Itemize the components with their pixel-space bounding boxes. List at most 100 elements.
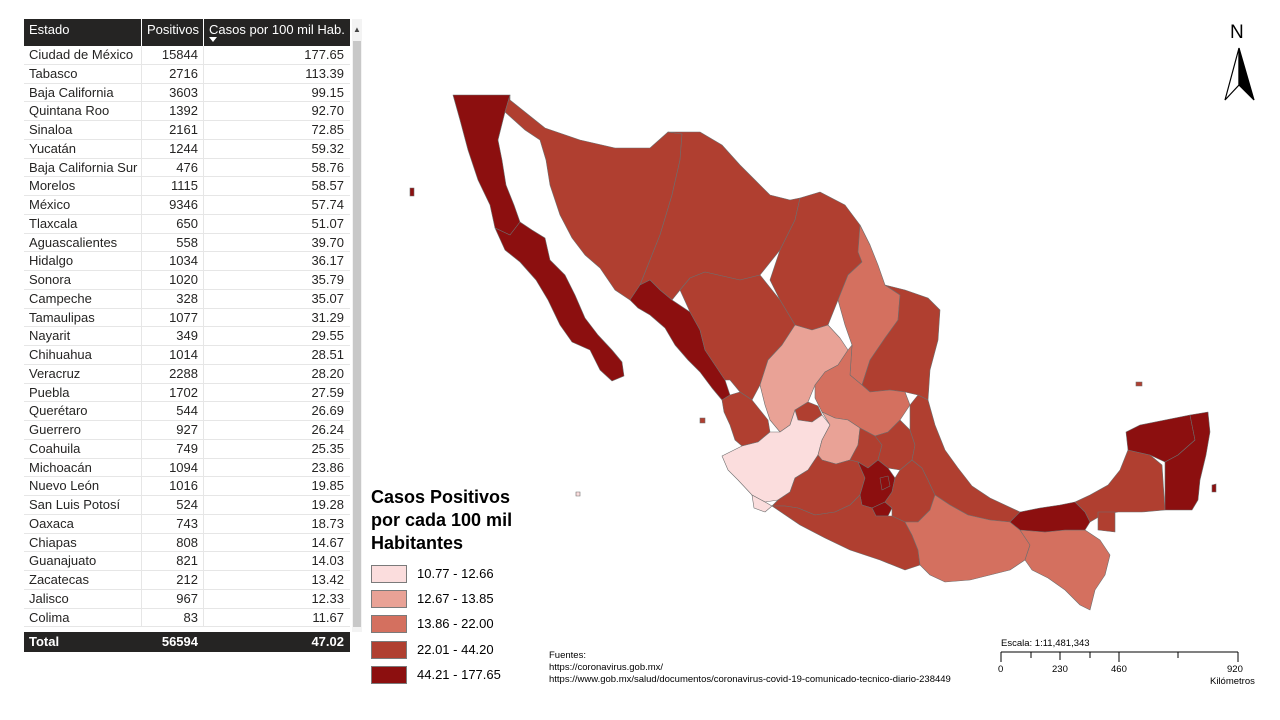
table-row[interactable]: Campeche 328 35.07 [24, 289, 350, 309]
table-row[interactable]: Sinaloa 2161 72.85 [24, 121, 350, 140]
column-divider [141, 177, 142, 195]
sort-descending-icon[interactable] [209, 37, 217, 42]
table-row[interactable]: Puebla 1702 27.59 [24, 383, 350, 403]
table-row[interactable]: Querétaro 544 26.69 [24, 402, 350, 421]
table-row[interactable]: Coahuila 749 25.35 [24, 439, 350, 459]
state-ciudad-de-mexico[interactable] [879, 475, 891, 491]
chevron-up-icon[interactable]: ▲ [353, 25, 361, 34]
positives-cell: 1016 [169, 478, 198, 494]
column-divider [203, 533, 204, 552]
rate-cell: 26.24 [311, 422, 344, 437]
table-row[interactable]: Chihuahua 1014 28.51 [24, 346, 350, 365]
table-row[interactable]: Sonora 1020 35.79 [24, 271, 350, 290]
column-header-positives[interactable]: Positivos [142, 19, 204, 46]
state-tabasco[interactable] [1009, 501, 1091, 533]
state-campeche-coast[interactable] [1097, 511, 1116, 533]
legend-label: 13.86 - 22.00 [417, 616, 494, 631]
island-marias [699, 417, 706, 424]
state-cell: Guanajuato [29, 553, 97, 569]
rate-cell: 11.67 [312, 609, 344, 625]
column-divider [203, 346, 204, 364]
legend-title-line: Habitantes [371, 533, 464, 553]
source-link[interactable]: https://coronavirus.gob.mx/ [549, 662, 664, 673]
table-row[interactable]: San Luis Potosí 524 19.28 [24, 496, 350, 515]
state-sinaloa[interactable] [629, 279, 731, 401]
table-row[interactable]: Veracruz 2288 28.20 [24, 364, 350, 384]
positives-cell: 1702 [169, 384, 198, 400]
column-divider [203, 121, 204, 139]
table-row[interactable]: Nayarit 349 29.55 [24, 327, 350, 346]
rate-cell: 99.15 [311, 84, 344, 100]
column-header-state[interactable]: Estado [24, 19, 141, 46]
table-row[interactable]: México 9346 57.74 [24, 196, 350, 215]
rate-cell: 39.70 [311, 234, 344, 250]
table-total-row: Total 56594 47.02 [24, 632, 350, 652]
column-divider [203, 289, 204, 308]
state-campeche[interactable] [1074, 449, 1166, 523]
legend-title: Casos Positivos por cada 100 mil Habitan… [371, 486, 561, 555]
state-cell: Oaxaca [29, 515, 74, 531]
rate-cell: 25.35 [311, 440, 344, 456]
table-row[interactable]: Baja California 3603 99.15 [24, 83, 350, 103]
table-row[interactable]: Aguascalientes 558 39.70 [24, 233, 350, 253]
table-row[interactable]: Baja California Sur 476 58.76 [24, 158, 350, 178]
state-chiapas[interactable] [1019, 529, 1111, 611]
table-scrollbar[interactable]: ▲ [352, 19, 362, 632]
column-divider [203, 327, 204, 345]
table-row[interactable]: Yucatán 1244 59.32 [24, 139, 350, 159]
table-row[interactable]: Oaxaca 743 18.73 [24, 514, 350, 534]
rate-cell: 19.28 [311, 497, 344, 512]
state-baja-california-sur[interactable] [494, 221, 625, 382]
rate-cell: 12.33 [311, 590, 344, 606]
scale-tick-label: 230 [1052, 664, 1068, 675]
column-divider [203, 458, 204, 477]
state-guerrero[interactable] [771, 494, 921, 571]
column-divider [141, 477, 142, 495]
table-row[interactable]: Tabasco 2716 113.39 [24, 64, 350, 84]
rate-cell: 28.20 [311, 365, 344, 381]
positives-cell: 3603 [169, 84, 198, 100]
table-row[interactable]: Michoacán 1094 23.86 [24, 458, 350, 478]
source-link[interactable]: https://www.gob.mx/salud/documentos/coro… [549, 674, 951, 685]
header-divider [141, 19, 142, 46]
table-row[interactable]: Guanajuato 821 14.03 [24, 552, 350, 571]
table-row[interactable]: Colima 83 11.67 [24, 608, 350, 628]
rate-cell: 14.03 [311, 553, 344, 569]
table-row[interactable]: Jalisco 967 12.33 [24, 589, 350, 609]
total-label: Total [29, 634, 60, 649]
table-row[interactable]: Nuevo León 1016 19.85 [24, 477, 350, 496]
table-row[interactable]: Tlaxcala 650 51.07 [24, 214, 350, 234]
column-divider [203, 571, 204, 589]
scrollbar-thumb[interactable] [353, 41, 361, 627]
state-cell: Jalisco [29, 590, 69, 606]
state-cell: Chihuahua [29, 347, 92, 362]
state-cell: Yucatán [29, 140, 76, 156]
positives-cell: 650 [176, 215, 198, 231]
column-divider [141, 233, 142, 252]
state-coahuila[interactable] [769, 191, 871, 331]
column-divider [141, 402, 142, 420]
state-cell: Hidalgo [29, 253, 74, 269]
positives-cell: 558 [176, 234, 198, 250]
table-row[interactable]: Morelos 1115 58.57 [24, 177, 350, 196]
table-row[interactable]: Quintana Roo 1392 92.70 [24, 102, 350, 121]
state-colima[interactable] [751, 494, 773, 513]
table-row[interactable]: Ciudad de México 15844 177.65 [24, 46, 350, 65]
table-row[interactable]: Guerrero 927 26.24 [24, 421, 350, 440]
legend-swatch [371, 565, 407, 583]
table-row[interactable]: Hidalgo 1034 36.17 [24, 252, 350, 271]
column-divider [141, 289, 142, 308]
column-divider [141, 364, 142, 383]
state-cell: Coahuila [29, 440, 81, 456]
table-row[interactable]: Zacatecas 212 13.42 [24, 571, 350, 590]
positives-cell: 2716 [169, 65, 198, 81]
column-header-rate[interactable]: Casos por 100 mil Hab. [204, 19, 350, 46]
table-row[interactable]: Chiapas 808 14.67 [24, 533, 350, 553]
total-positives: 56594 [161, 634, 198, 649]
state-quintana-roo[interactable] [1164, 411, 1211, 511]
column-divider [141, 421, 142, 439]
column-divider [203, 514, 204, 533]
table-row[interactable]: Tamaulipas 1077 31.29 [24, 308, 350, 328]
column-divider [141, 514, 142, 533]
